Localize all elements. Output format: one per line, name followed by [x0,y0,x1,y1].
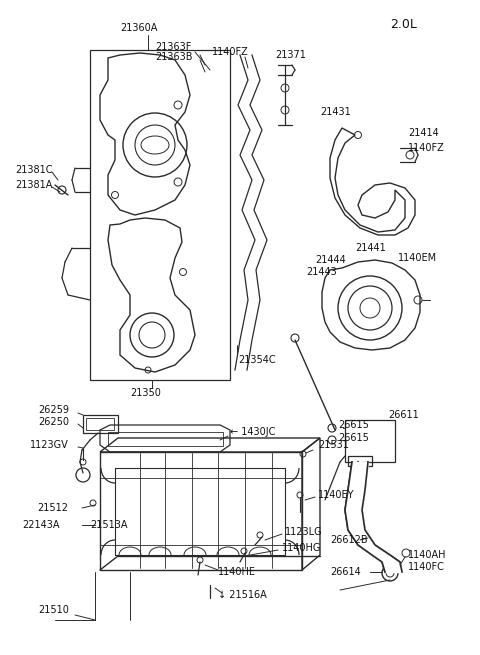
Text: 1123GV: 1123GV [30,440,69,450]
Text: 26615: 26615 [338,420,369,430]
Bar [345,420,395,462]
Text: 21441: 21441 [355,243,386,253]
Text: 21350: 21350 [130,388,161,398]
Text: 1140FZ: 1140FZ [212,47,249,57]
Bar [90,50,230,380]
Text: 21371: 21371 [275,50,306,60]
Text: 1140AH: 1140AH [408,550,446,560]
Text: 26259: 26259 [38,405,69,415]
Text: 2.0L: 2.0L [390,18,417,31]
Text: ← 1430JC: ← 1430JC [230,427,276,437]
Text: 26611: 26611 [388,410,419,420]
Text: 26612B: 26612B [330,535,368,545]
Text: 21531: 21531 [318,440,349,450]
Text: 21443: 21443 [306,267,337,277]
Bar [108,432,223,446]
Text: 21414: 21414 [408,128,439,138]
Text: 21381C: 21381C [15,165,52,175]
Text: 26250: 26250 [38,417,69,427]
Text: 21510: 21510 [38,605,69,615]
Text: 21363F: 21363F [155,42,192,52]
Text: 26614: 26614 [330,567,361,577]
Text: 1123LG: 1123LG [285,527,323,537]
Text: 1140HG: 1140HG [282,543,322,553]
Text: 1140EM: 1140EM [398,253,437,263]
Text: 1140FZ: 1140FZ [408,143,445,153]
Text: 21381A: 21381A [15,180,52,190]
Text: 21363B: 21363B [155,52,192,62]
Bar [86,418,114,430]
Text: ↓ 21516A: ↓ 21516A [218,590,267,600]
Bar [83,415,118,433]
Text: 21354C: 21354C [238,355,276,365]
Text: 21513A: 21513A [90,520,128,530]
Text: 1140FC: 1140FC [408,562,445,572]
Text: 22143A: 22143A [22,520,60,530]
Text: 21360A: 21360A [120,23,157,33]
Text: 21512: 21512 [37,503,68,513]
Bar [348,456,372,466]
Text: 21444: 21444 [315,255,346,265]
Text: 1140EY: 1140EY [318,490,355,500]
Text: 26615: 26615 [338,433,369,443]
Text: 1140HE: 1140HE [218,567,256,577]
Text: 21431: 21431 [320,107,351,117]
